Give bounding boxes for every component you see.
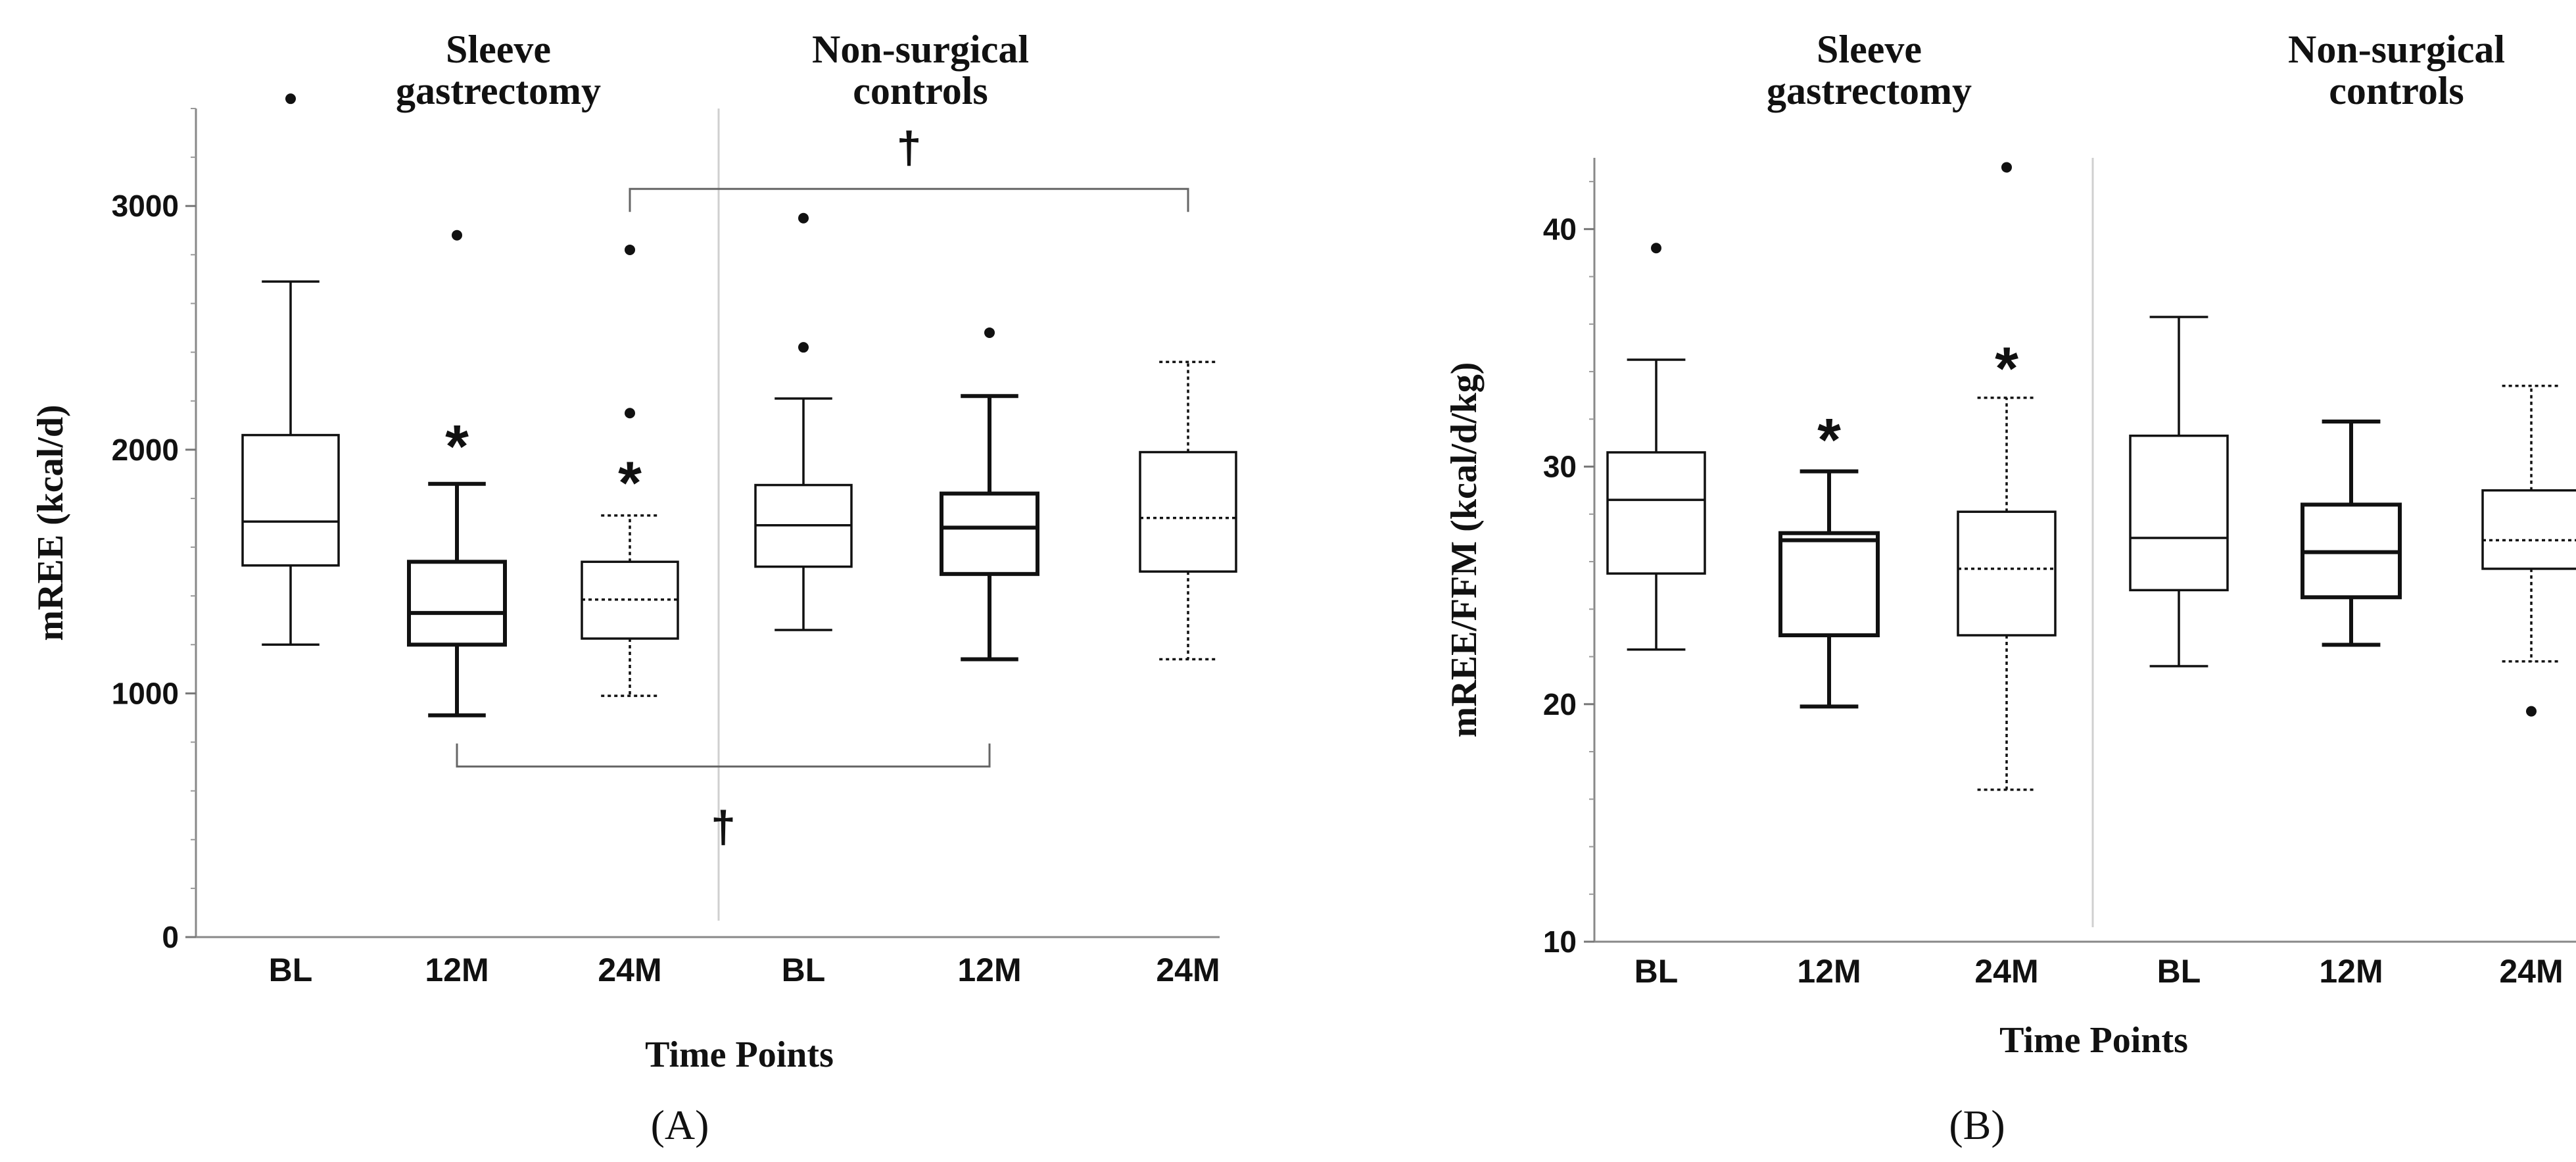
significance-asterisk: * [1817, 406, 1841, 473]
outlier-point [1651, 243, 1661, 254]
group-label-line: Sleeve [1817, 28, 1922, 71]
y-tick-label: 40 [1543, 212, 1577, 246]
group-label-line: gastrectomy [1767, 69, 1972, 112]
x-category-label: BL [1634, 953, 1679, 990]
y-tick-label: 3000 [112, 189, 179, 223]
y-axis-title: mREE/FFM (kcal/d/kg) [1444, 362, 1485, 738]
dagger-mark: † [711, 802, 736, 852]
box-iqr [1957, 510, 2057, 637]
box-iqr [2481, 489, 2576, 570]
box-iqr [2129, 434, 2229, 592]
x-category-label: 12M [2319, 953, 2383, 990]
box-iqr [1139, 450, 1237, 573]
comparison-bracket [629, 187, 1189, 212]
group-label-line: controls [2329, 69, 2464, 112]
box-plot-0 [1606, 243, 1706, 651]
dagger-mark: † [897, 122, 922, 172]
box-plot-1 [407, 230, 507, 717]
outlier-point [625, 408, 635, 419]
group-label-line: Non-surgical [812, 28, 1029, 71]
panel-label: (A) [651, 1101, 709, 1148]
box-plot-3 [2129, 316, 2229, 667]
group-label-line: gastrectomy [396, 69, 601, 112]
box-iqr [1778, 531, 1880, 638]
box-plot-5 [1139, 360, 1237, 661]
box-iqr [1606, 451, 1706, 575]
group-label-line: Non-surgical [2288, 28, 2505, 71]
x-category-label: 24M [598, 952, 661, 988]
y-tick-label: 30 [1543, 450, 1577, 484]
x-category-label: BL [782, 952, 826, 988]
x-axis-title: Time Points [645, 1034, 834, 1075]
y-tick-label: 0 [162, 920, 179, 954]
group-label-line: Sleeve [446, 28, 551, 71]
box-plot-3 [754, 212, 853, 631]
y-tick-label: 10 [1543, 925, 1577, 959]
x-axis-title: Time Points [1999, 1020, 2188, 1061]
box-plot-1 [1778, 469, 1880, 709]
outlier-point [984, 327, 995, 338]
x-category-label: 12M [1797, 953, 1861, 990]
outlier-point [2001, 162, 2012, 173]
comparison-bracket [456, 743, 991, 768]
x-category-label: 12M [957, 952, 1021, 988]
outlier-point [798, 212, 809, 224]
x-category-label: BL [2157, 953, 2201, 990]
x-category-label: BL [269, 952, 313, 988]
x-category-label: 24M [1974, 953, 2038, 990]
x-category-label: 24M [1156, 952, 1220, 988]
outlier-point [452, 230, 462, 241]
box-plot-2 [1957, 162, 2057, 791]
significance-asterisk: * [445, 413, 469, 480]
outlier-point [285, 93, 296, 105]
box-iqr [407, 560, 507, 647]
x-category-label: 24M [2499, 953, 2563, 990]
x-category-label: 12M [425, 952, 489, 988]
outlier-point [798, 342, 809, 353]
y-tick-label: 1000 [112, 676, 179, 710]
significance-asterisk: * [1995, 335, 2018, 402]
box-plot-4 [940, 327, 1039, 662]
box-plot-4 [2301, 419, 2402, 647]
box-plot-2 [581, 244, 679, 697]
group-label-line: controls [853, 69, 988, 112]
box-plot-0 [241, 93, 340, 646]
box-iqr [940, 491, 1039, 576]
significance-asterisk: * [618, 450, 642, 517]
y-tick-label: 2000 [112, 433, 179, 467]
outlier-point [625, 244, 635, 255]
panel-label: (B) [1949, 1101, 2005, 1148]
outlier-point [2526, 706, 2537, 717]
box-plot-5 [2481, 385, 2576, 717]
y-tick-label: 20 [1543, 687, 1577, 721]
box-iqr [241, 433, 340, 567]
y-axis-title: mREE (kcal/d) [30, 404, 71, 641]
